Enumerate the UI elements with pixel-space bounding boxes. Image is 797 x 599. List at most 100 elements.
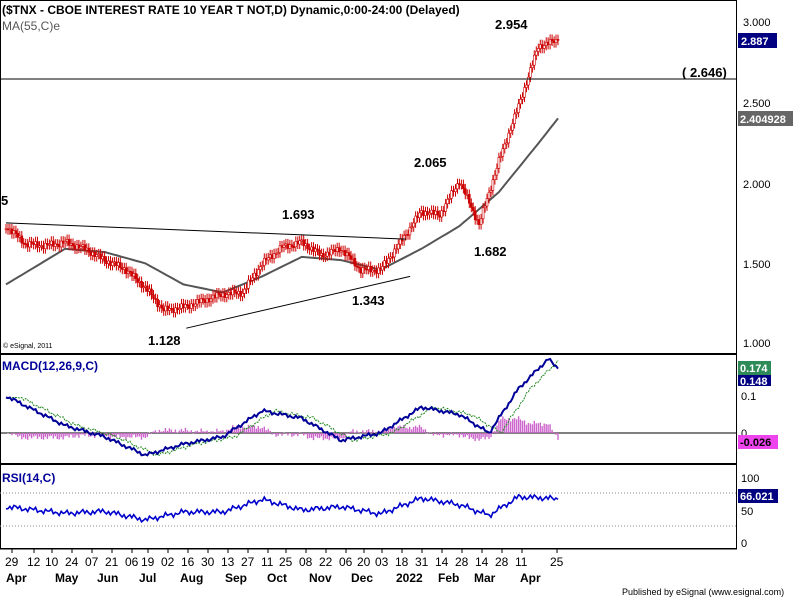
x-day-label: 22 — [319, 555, 333, 569]
candle-body — [48, 244, 51, 246]
candle-body — [391, 256, 394, 259]
candle-body — [322, 253, 325, 258]
y-tick-1000: 1.000 — [743, 338, 771, 350]
candle-body — [111, 262, 114, 266]
candle-body — [44, 243, 47, 250]
candle-body — [146, 285, 149, 292]
copyright-text: © eSignal, 2011 — [3, 342, 53, 350]
rsi-tick-0: 0 — [741, 538, 747, 550]
candle-body — [203, 299, 207, 303]
candle-body — [251, 277, 254, 281]
x-month-label: Dec — [351, 571, 373, 585]
candle-body — [184, 304, 187, 309]
candle-body — [487, 192, 491, 199]
macd-lines — [5, 357, 559, 457]
candle-body — [394, 248, 398, 251]
y-tick-3000: 3.000 — [743, 17, 771, 29]
candle-body — [422, 210, 425, 216]
macd-panel-frame — [0, 354, 737, 464]
last-price-tag-bg — [738, 33, 777, 48]
macd-main-path — [5, 357, 559, 457]
candle-body — [103, 256, 106, 262]
candle-body — [134, 273, 138, 279]
candle-body — [144, 285, 147, 288]
candle-body — [105, 260, 108, 265]
x-day-label: 28 — [455, 555, 469, 569]
candle-body — [119, 262, 122, 268]
candle-body — [381, 266, 384, 271]
candle-body — [107, 260, 110, 265]
rsi-panel-frame — [0, 464, 737, 549]
candle-body — [355, 265, 359, 268]
ma-55-path — [5, 117, 559, 294]
candle-body — [249, 279, 252, 282]
ma-legend: MA(55,C)e — [2, 19, 60, 33]
candle-body — [160, 304, 163, 309]
candle-body — [65, 239, 69, 242]
candle-body — [525, 84, 528, 88]
candle-body — [448, 198, 451, 200]
candle-body — [479, 218, 483, 225]
x-day-label: 06 — [339, 555, 353, 569]
candle-body — [113, 261, 116, 264]
candle-body — [276, 252, 280, 255]
candle-body — [440, 210, 444, 218]
x-day-label: 11 — [515, 555, 528, 569]
candle-body — [158, 304, 161, 308]
candle-body — [63, 241, 67, 244]
candle-body — [481, 207, 485, 220]
x-day-label: 28 — [495, 555, 509, 569]
candle-body — [454, 188, 457, 192]
candle-body — [509, 130, 513, 134]
x-month-label: Nov — [309, 571, 332, 585]
x-day-label: 03 — [375, 555, 389, 569]
candle-body — [337, 247, 341, 253]
candle-body — [489, 190, 493, 193]
candle-body — [91, 251, 94, 256]
chart-title: ($TNX - CBOE INTEREST RATE 10 YEAR T NOT… — [2, 3, 460, 17]
macd-tick-01: 0.1 — [741, 391, 756, 403]
candle-body — [148, 288, 151, 292]
candle-body — [473, 210, 477, 221]
candle-body — [548, 38, 552, 45]
candle-body — [14, 230, 18, 234]
candle-body — [156, 298, 159, 308]
candle-body — [396, 243, 400, 250]
candle-body — [444, 203, 447, 212]
candle-body — [231, 289, 234, 296]
candle-body — [12, 230, 16, 235]
x-day-label: 11 — [261, 555, 274, 569]
candle-body — [521, 96, 524, 100]
candle-body — [302, 239, 306, 247]
candle-body — [36, 241, 39, 248]
candle-body — [501, 148, 505, 157]
x-month-label: May — [55, 571, 79, 585]
x-month-label: Oct — [267, 571, 287, 585]
candle-body — [485, 198, 489, 207]
candle-body — [30, 241, 33, 244]
candle-body — [428, 212, 431, 216]
candle-body — [290, 244, 294, 247]
rsi-tick-100: 100 — [741, 473, 759, 485]
ma-value-tag: 2.404928 — [740, 114, 786, 126]
x-day-label: 25 — [550, 555, 564, 569]
candle-body — [188, 304, 191, 309]
candle-body — [531, 64, 534, 68]
macd-tag: 0.174 — [740, 363, 768, 375]
candle-body — [471, 207, 475, 212]
x-day-label: 20 — [357, 555, 371, 569]
candle-body — [225, 294, 229, 298]
candle-body — [87, 247, 91, 253]
macd-tick-0: 0 — [741, 428, 747, 440]
x-day-label: 18 — [395, 555, 409, 569]
candle-body — [20, 235, 24, 244]
price-candles — [4, 34, 560, 318]
candle-body — [85, 247, 89, 251]
candle-body — [154, 298, 157, 300]
candle-body — [527, 76, 530, 86]
candle-body — [266, 257, 270, 261]
price-panel-frame — [0, 0, 737, 354]
candle-body — [412, 222, 416, 228]
candle-body — [124, 267, 128, 274]
